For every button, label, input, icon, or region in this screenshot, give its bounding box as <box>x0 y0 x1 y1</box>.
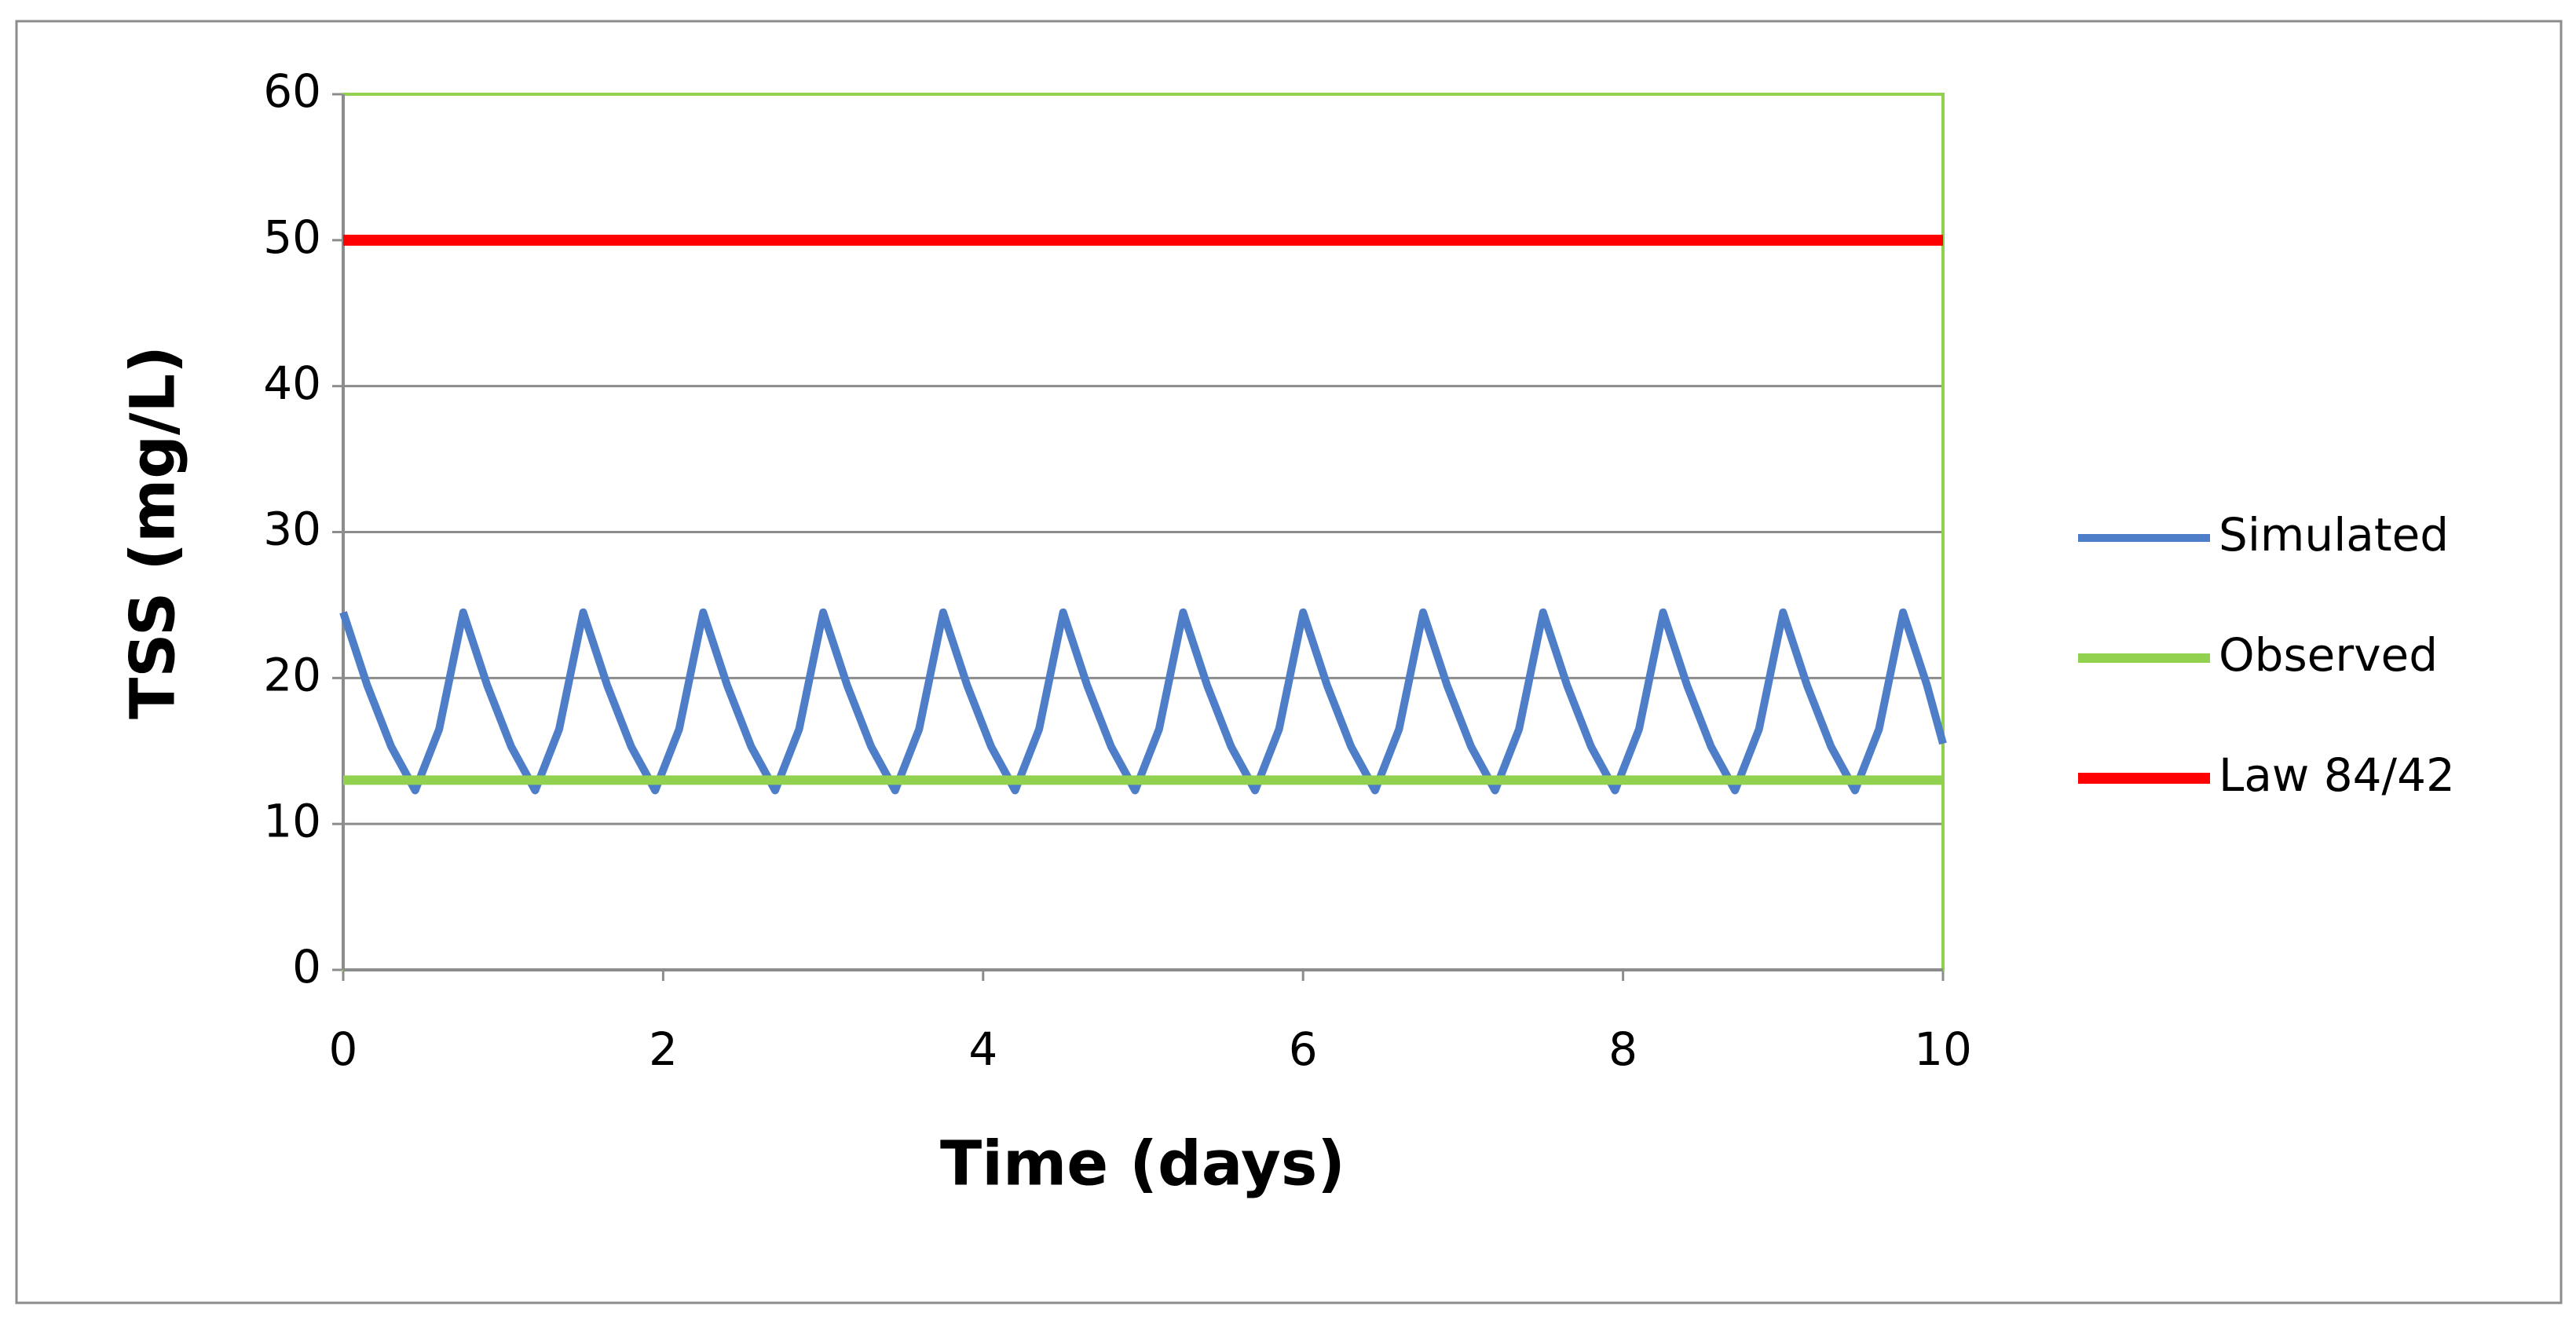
y-tick-label: 60 <box>263 64 321 118</box>
x-axis-title: Time (days) <box>940 1129 1345 1199</box>
y-tick-label: 10 <box>263 794 321 847</box>
y-tick-label: 30 <box>263 503 321 556</box>
legend-label: Observed <box>2219 628 2438 682</box>
legend-label: Simulated <box>2219 508 2449 562</box>
x-tick-label: 4 <box>968 1023 997 1076</box>
series-line <box>339 608 1947 795</box>
y-tick-label: 0 <box>292 940 321 993</box>
x-tick-label: 0 <box>329 1023 358 1076</box>
x-tick-label: 10 <box>1914 1023 1972 1076</box>
x-tick-label: 8 <box>1608 1023 1637 1076</box>
x-tick-label: 2 <box>649 1023 678 1076</box>
y-tick-label: 50 <box>263 210 321 264</box>
y-tick-label: 20 <box>263 648 321 701</box>
x-tick-label: 6 <box>1289 1023 1318 1076</box>
y-tick-label: 40 <box>263 357 321 410</box>
legend-label: Law 84/42 <box>2219 748 2455 802</box>
y-axis-title: TSS (mg/L) <box>118 346 188 719</box>
